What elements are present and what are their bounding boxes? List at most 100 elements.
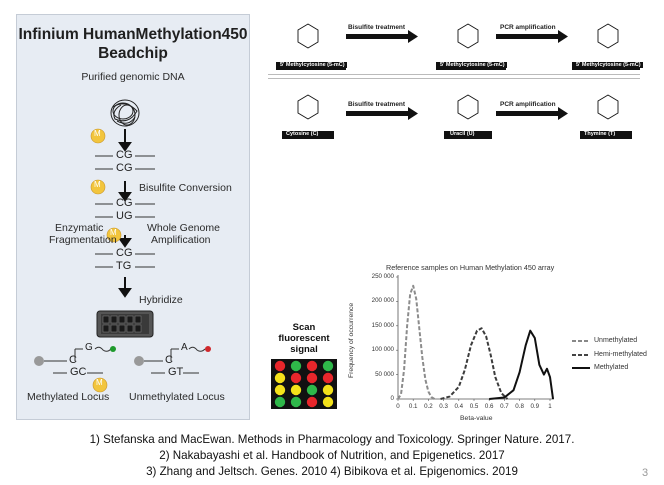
probe-a: A	[181, 342, 188, 353]
row2-arrow2-label: PCR amplification	[500, 101, 556, 108]
beadchip-icon	[96, 310, 154, 338]
beadchip-title-line1: Infinium HumanMethylation450	[18, 26, 248, 43]
seq-cg-2: CG	[116, 162, 133, 174]
series-line-0	[397, 284, 436, 400]
y-tick-label: 100 000	[371, 346, 394, 354]
x-tick-label: 0.6	[484, 403, 494, 410]
beadchip-title-line2: Beadchip	[98, 45, 168, 62]
seq-gt: GT	[168, 366, 184, 378]
series-line-1	[440, 327, 509, 400]
seq-cg-1: CG	[116, 149, 133, 161]
y-tick-label: 0	[390, 395, 394, 402]
x-tick-label: 0.1	[408, 403, 418, 410]
dna-tangle-icon	[110, 99, 140, 127]
reference-line1: 1) Stefanska and MacEwan. Methods in Pha…	[89, 433, 575, 446]
x-tick-label: 0.9	[530, 403, 540, 410]
enzymatic-label-1: Enzymatic	[55, 222, 104, 234]
y-tick-label: 200 000	[371, 297, 394, 305]
legend-methylated: Methylated	[594, 364, 629, 371]
x-tick-label: 0.8	[515, 403, 524, 410]
y-tick-label: 150 000	[371, 321, 394, 329]
scan-line2: fluorescent	[278, 333, 330, 344]
scan-spot-3-3	[322, 396, 334, 408]
probe-g: G	[85, 342, 93, 353]
chem-row-cytosine: Bisulfite treatment PCR amplification Cy…	[268, 78, 640, 145]
methyl-mark-3: M	[110, 228, 117, 237]
row1-arrow2-label: PCR amplification	[500, 24, 556, 31]
scan-spot-3-2	[306, 396, 318, 408]
scan-spot-3-0	[274, 396, 286, 408]
chem-row-methylcytosine: Bisulfite treatment PCR amplification 5'…	[268, 8, 643, 75]
y-tick-label: 50 000	[375, 370, 394, 378]
workflow-diagram	[34, 99, 211, 393]
scan-spot-2-2	[306, 384, 318, 396]
scan-spot-2-0	[274, 384, 286, 396]
hybridize-label: Hybridize	[139, 294, 183, 306]
scan-spot-1-1	[290, 372, 302, 384]
x-axis-label: Beta-value	[460, 415, 493, 422]
methyl-mark-1: M	[94, 129, 101, 138]
seq-ug: UG	[116, 210, 133, 222]
chart-title: Reference samples on Human Methylation 4…	[386, 263, 555, 272]
molecule-structures	[297, 23, 619, 49]
seq-gc: GC	[70, 366, 87, 378]
probe-c-unmethylated: C	[165, 354, 173, 366]
page-number: 3	[642, 467, 649, 479]
x-tick-label: 0.4	[454, 403, 464, 410]
beta-value-chart	[396, 275, 555, 401]
scan-spot-2-3	[322, 384, 334, 396]
scan-spot-1-3	[322, 372, 334, 384]
row2-mol1-label: Cytosine (C)	[284, 131, 321, 137]
purified-dna-label: Purified genomic DNA	[81, 71, 185, 83]
bisulfite-conversion-label: Bisulfite Conversion	[139, 182, 232, 194]
methyl-mark-2: M	[94, 180, 101, 189]
methylated-probe-diagram	[34, 346, 211, 374]
reference-line2: 2) Nakabayashi et al. Handbook of Nutrit…	[159, 449, 505, 462]
scan-line3: signal	[290, 344, 318, 355]
legend-unmethylated: Unmethylated	[594, 337, 638, 344]
row2-mol2-label: Uracil (U)	[448, 131, 477, 137]
wga-label-2: Amplification	[151, 234, 211, 246]
series-line-2	[489, 329, 555, 400]
beadchip-workflow-panel: Infinium HumanMethylation450 Beadchip Pu…	[16, 14, 250, 420]
beadchip-title: Infinium HumanMethylation450 Beadchip	[17, 25, 249, 63]
row1-mol2-label: 5' Methylcytosine (5-mC)	[438, 62, 507, 68]
seq-tg: TG	[116, 260, 132, 272]
x-tick-label: 1	[548, 403, 552, 410]
scan-spot-0-1	[290, 360, 302, 372]
unmethylated-locus-label: Unmethylated Locus	[129, 391, 225, 403]
scan-spot-1-0	[274, 372, 286, 384]
x-tick-label: 0.5	[469, 403, 479, 410]
scan-line1: Scan	[292, 322, 316, 333]
seq-cg-4: CG	[116, 247, 133, 259]
enzymatic-label-2: Fragmentation	[49, 234, 117, 246]
seq-cg-3: CG	[116, 197, 133, 209]
x-tick-label: 0	[396, 403, 400, 410]
methyl-mark-4: M	[96, 378, 103, 387]
x-tick-label: 0.7	[500, 403, 509, 410]
scan-spot-1-2	[306, 372, 318, 384]
row1-mol1-label: 5' Methylcytosine (5-mC)	[278, 62, 347, 68]
scan-label: Scan fluorescent signal	[270, 322, 338, 355]
probe-c-methylated: C	[69, 354, 77, 366]
x-tick-label: 0.2	[424, 403, 433, 410]
scan-spot-0-2	[306, 360, 318, 372]
x-tick-label: 0.3	[439, 403, 448, 410]
scan-spot-0-3	[322, 360, 334, 372]
legend-hemi-methylated: Hemi-methylated	[594, 351, 647, 358]
methyl-marks	[90, 128, 122, 393]
scan-spot-3-1	[290, 396, 302, 408]
bisulfite-chemistry-panel: Bisulfite treatment PCR amplification 5'…	[268, 8, 643, 145]
row1-mol3-label: 5' Methylcytosine (5-mC)	[574, 62, 643, 68]
scan-spot-2-1	[290, 384, 302, 396]
scan-grid	[271, 359, 337, 409]
scan-spot-0-0	[274, 360, 286, 372]
reference-line3: 3) Zhang and Jeltsch. Genes. 2010 4) Bib…	[146, 465, 518, 478]
row2-arrow1-label: Bisulfite treatment	[348, 101, 406, 108]
row1-arrow1-label: Bisulfite treatment	[348, 24, 406, 31]
methylated-locus-label: Methylated Locus	[27, 391, 110, 403]
arrows-row1	[346, 30, 568, 43]
y-axis-label: Frequency of occurrence	[348, 302, 355, 378]
arrows-row2	[346, 107, 568, 120]
y-tick-label: 250 000	[371, 273, 394, 280]
